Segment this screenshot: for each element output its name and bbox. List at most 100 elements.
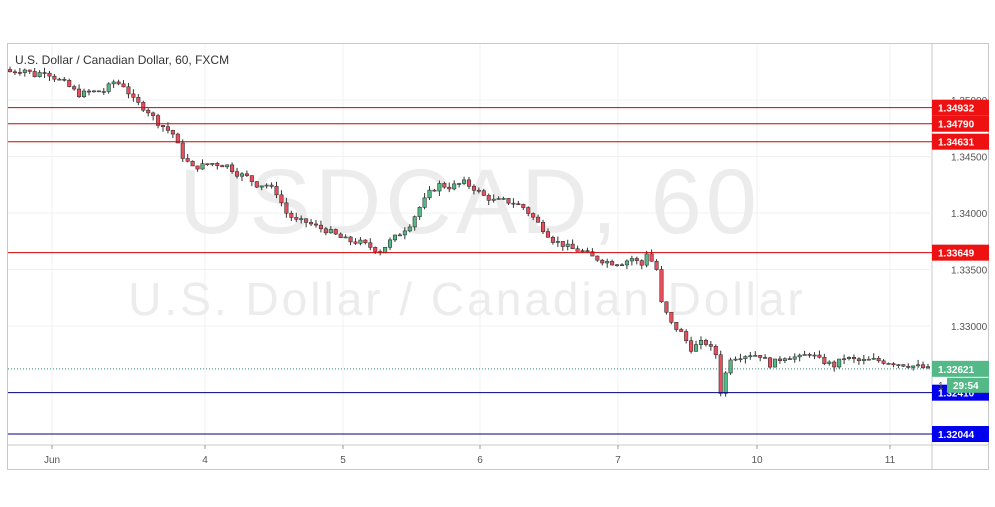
candle-body bbox=[807, 354, 812, 356]
candle-body bbox=[851, 356, 856, 360]
candle-body bbox=[698, 340, 703, 345]
candle-body bbox=[151, 112, 156, 116]
candle-body bbox=[639, 260, 644, 266]
candle-body bbox=[368, 242, 373, 248]
candle-body bbox=[101, 91, 106, 93]
candle-body bbox=[669, 311, 674, 323]
chart-frame bbox=[7, 43, 989, 470]
candle-body bbox=[254, 181, 259, 188]
candle-body bbox=[343, 236, 348, 239]
candle-body bbox=[32, 71, 37, 77]
candle-body bbox=[911, 365, 916, 368]
candle-body bbox=[67, 80, 72, 87]
candle-body bbox=[550, 236, 555, 243]
chart-title: U.S. Dollar / Canadian Dollar, 60, FXCM bbox=[15, 53, 230, 67]
candle-body bbox=[106, 83, 111, 92]
candle-body bbox=[856, 358, 861, 361]
candle-body bbox=[299, 218, 304, 221]
candle-body bbox=[842, 358, 847, 360]
candle-body bbox=[146, 109, 151, 114]
candle-body bbox=[210, 163, 215, 165]
candle-body bbox=[86, 90, 91, 93]
candle-body bbox=[452, 183, 457, 190]
candle-body bbox=[225, 164, 230, 168]
candle-body bbox=[323, 228, 328, 234]
candle-body bbox=[896, 364, 901, 366]
candle-body bbox=[407, 226, 412, 232]
candle-body bbox=[713, 346, 718, 356]
candle-body bbox=[891, 363, 896, 366]
candle-body bbox=[536, 216, 541, 223]
candle-body bbox=[318, 224, 323, 230]
candle-body bbox=[876, 357, 881, 362]
candle-body bbox=[787, 358, 792, 360]
candle-body bbox=[42, 72, 47, 74]
candle-body bbox=[624, 260, 629, 266]
candle-body bbox=[511, 202, 516, 205]
candle-body bbox=[925, 366, 931, 369]
candle-body bbox=[743, 356, 748, 360]
candle-body bbox=[634, 258, 639, 261]
candle-body bbox=[664, 301, 669, 313]
candle-body bbox=[205, 163, 210, 165]
candle-body bbox=[916, 364, 921, 367]
candle-body bbox=[136, 97, 141, 103]
level-price-label: 1.32044 bbox=[938, 430, 975, 441]
level-price-tag bbox=[932, 244, 989, 261]
candle-body bbox=[333, 229, 338, 235]
candle-body bbox=[565, 243, 570, 247]
candle-body bbox=[792, 356, 797, 360]
candle-body bbox=[220, 165, 225, 168]
candle-body bbox=[605, 261, 610, 264]
candle-body bbox=[72, 86, 77, 90]
candle-body bbox=[506, 198, 511, 204]
candle-body bbox=[684, 331, 689, 342]
candle-body bbox=[649, 253, 654, 262]
y-tick-label: 1.34500 bbox=[951, 153, 988, 164]
candle-body bbox=[388, 239, 393, 248]
candle-body bbox=[249, 175, 254, 182]
candle-body bbox=[782, 358, 787, 361]
candle-body bbox=[531, 213, 536, 218]
candle-body bbox=[62, 78, 67, 81]
candle-body bbox=[264, 184, 269, 187]
candle-body bbox=[27, 69, 32, 72]
candle-body bbox=[866, 358, 871, 361]
candle-body bbox=[496, 198, 501, 200]
candle-body bbox=[481, 190, 486, 196]
candle-body bbox=[555, 241, 560, 243]
candle-body bbox=[575, 248, 580, 252]
current-price-label: 1.32621 bbox=[938, 365, 975, 376]
candle-body bbox=[156, 115, 161, 126]
candle-body bbox=[886, 363, 891, 365]
candle-body bbox=[708, 344, 713, 347]
candle-body bbox=[180, 142, 185, 159]
candle-body bbox=[417, 207, 422, 218]
candle-body bbox=[585, 250, 590, 253]
candle-body bbox=[274, 186, 279, 196]
candle-body bbox=[545, 231, 550, 238]
candle-body bbox=[427, 189, 432, 199]
candle-body bbox=[906, 365, 911, 368]
level-price-tag bbox=[932, 426, 989, 443]
level-price-tag bbox=[932, 115, 989, 132]
candle-body bbox=[170, 130, 175, 135]
x-tick-label: 5 bbox=[340, 455, 346, 466]
candle-body bbox=[812, 354, 817, 357]
candle-body bbox=[442, 183, 447, 188]
candle-body bbox=[338, 233, 343, 239]
candle-body bbox=[239, 173, 244, 177]
candle-body bbox=[22, 69, 27, 73]
candle-body bbox=[383, 246, 388, 254]
candle-body bbox=[466, 179, 472, 187]
candle-body bbox=[738, 358, 743, 361]
candle-body bbox=[526, 207, 531, 214]
candle-body bbox=[827, 361, 832, 364]
candle-body bbox=[733, 358, 738, 361]
candle-body bbox=[521, 204, 526, 208]
candle-body bbox=[7, 69, 13, 73]
candle-body bbox=[694, 344, 699, 352]
candle-body bbox=[82, 90, 87, 98]
candle-body bbox=[768, 357, 773, 368]
candle-body bbox=[195, 165, 200, 170]
